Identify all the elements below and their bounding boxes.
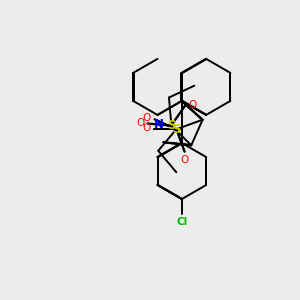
- Text: O: O: [143, 113, 151, 123]
- Text: O: O: [136, 118, 145, 128]
- Text: O: O: [188, 100, 196, 110]
- Text: Cl: Cl: [176, 217, 188, 227]
- Text: O: O: [180, 154, 189, 164]
- Text: S: S: [172, 123, 181, 136]
- Text: N: N: [154, 118, 164, 131]
- Text: O: O: [142, 123, 151, 133]
- Text: S: S: [167, 119, 176, 132]
